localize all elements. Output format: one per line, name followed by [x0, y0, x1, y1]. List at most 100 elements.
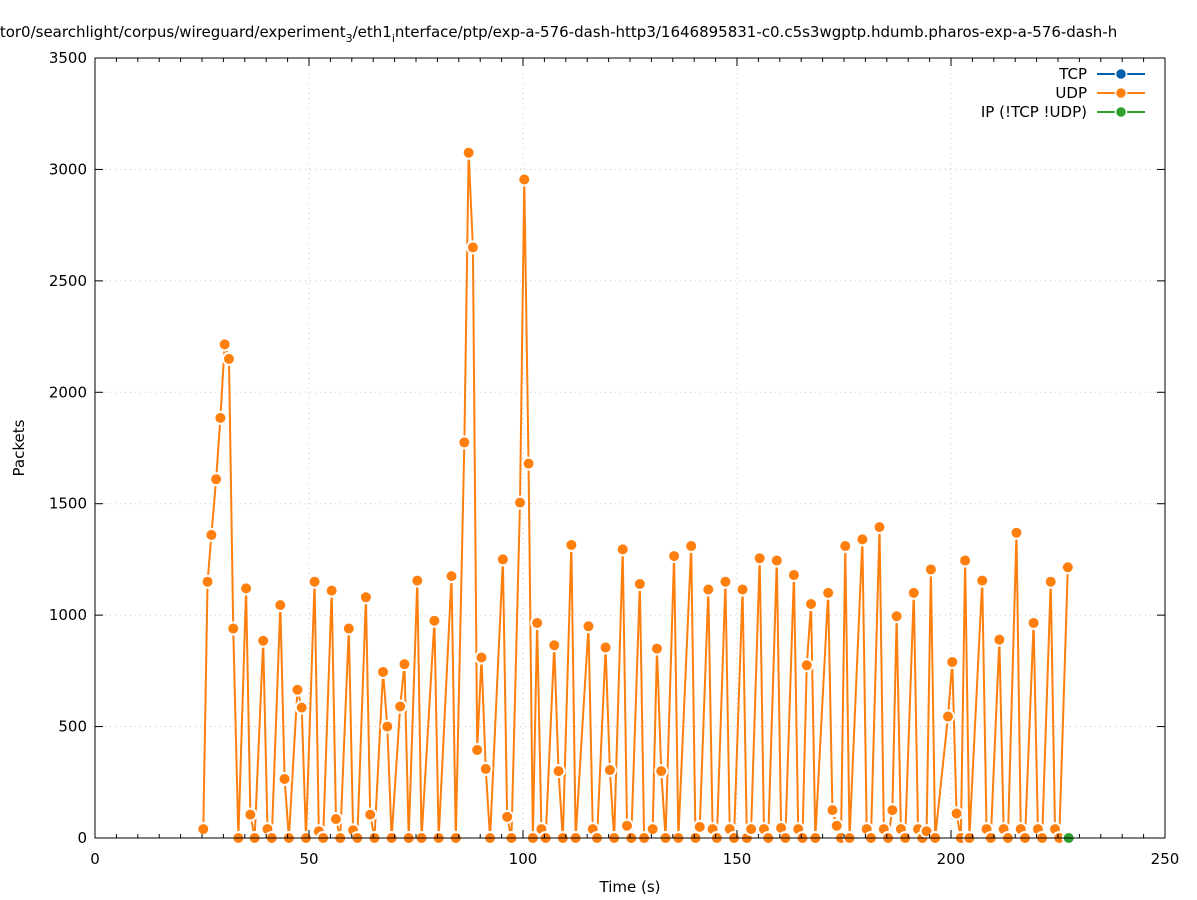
data-point: [602, 763, 617, 778]
chart-title: stor0/searchlight/corpus/wireguard/exper…: [0, 23, 1117, 45]
data-point: [277, 771, 292, 786]
series-line: [202, 151, 1069, 839]
series-layer: [196, 145, 1076, 845]
data-point: [513, 495, 527, 510]
data-point: [427, 613, 442, 628]
data-point: [684, 539, 699, 554]
data-point: [521, 456, 536, 471]
data-point: [200, 574, 215, 589]
x-tick-label: 150: [723, 850, 752, 868]
data-point: [226, 621, 241, 636]
data-point: [470, 742, 485, 757]
data-point: [620, 818, 634, 833]
data-point: [645, 822, 660, 837]
data-point: [632, 576, 647, 591]
data-point: [735, 582, 750, 597]
data-point: [410, 573, 425, 588]
data-point: [941, 709, 955, 724]
data-point: [649, 641, 664, 656]
data-point: [363, 807, 378, 822]
legend-label: TCP: [1058, 65, 1087, 83]
data-point: [825, 803, 840, 818]
data-point: [1060, 560, 1075, 575]
data-point: [889, 609, 904, 624]
data-point: [341, 621, 356, 636]
data-point: [500, 809, 515, 824]
data-point: [196, 822, 211, 837]
data-point: [380, 719, 395, 734]
data-point: [615, 542, 630, 557]
data-point: [328, 812, 343, 827]
data-point: [290, 682, 305, 697]
data-point: [1009, 525, 1024, 540]
data-point: [461, 145, 476, 160]
data-point: [239, 581, 254, 596]
data-point: [495, 552, 510, 567]
y-tick-label: 3500: [49, 49, 87, 67]
data-point: [204, 527, 219, 542]
data-point: [718, 574, 733, 589]
y-tick-label: 0: [77, 829, 87, 847]
x-tick-label: 0: [90, 850, 100, 868]
data-point: [958, 553, 973, 568]
data-point: [692, 819, 707, 834]
legend-label: IP (!TCP !UDP): [981, 103, 1087, 121]
data-point: [667, 549, 682, 564]
y-tick-label: 3000: [49, 160, 87, 178]
x-tick-label: 50: [299, 850, 318, 868]
data-point: [547, 638, 562, 653]
data-point: [945, 654, 960, 669]
data-point: [949, 806, 964, 821]
data-point: [1043, 574, 1058, 589]
grid: [95, 58, 1165, 838]
legend-marker: [1114, 105, 1128, 119]
data-point: [294, 700, 309, 715]
y-tick-label: 2000: [49, 383, 87, 401]
data-point: [821, 585, 836, 600]
data-point: [307, 574, 322, 589]
data-point: [769, 553, 784, 568]
plot-border: [94, 57, 1166, 839]
ticks: [94, 57, 1166, 839]
x-axis-title: Time (s): [599, 878, 661, 896]
x-tick-label: 100: [509, 850, 538, 868]
data-point: [564, 537, 579, 552]
data-point: [530, 615, 545, 630]
x-tick-label: 200: [937, 850, 966, 868]
data-point: [855, 532, 870, 547]
data-point: [444, 569, 459, 584]
data-point: [273, 598, 288, 613]
data-point: [829, 818, 844, 833]
data-point: [786, 568, 801, 583]
y-tick-label: 1500: [49, 495, 87, 513]
data-point: [872, 520, 887, 535]
data-point: [744, 822, 759, 837]
data-point: [217, 337, 232, 352]
data-point: [457, 435, 472, 450]
legend-label: UDP: [1055, 84, 1087, 102]
data-point: [838, 539, 853, 554]
data-point: [256, 633, 271, 648]
y-tick-label: 500: [58, 718, 87, 736]
data-point: [209, 472, 224, 487]
data-point: [804, 597, 819, 611]
y-tick-label: 1000: [49, 606, 87, 624]
data-point: [975, 573, 990, 588]
data-point: [324, 583, 339, 598]
data-point: [923, 562, 938, 577]
legend-marker: [1114, 86, 1128, 100]
data-point: [992, 632, 1007, 647]
data-point: [397, 657, 412, 672]
data-point: [885, 803, 900, 818]
data-point: [551, 764, 566, 779]
data-point: [474, 650, 489, 665]
y-tick-label: 2500: [49, 272, 87, 290]
legend-marker: [1114, 67, 1128, 81]
data-point: [799, 658, 814, 673]
y-axis-title: Packets: [10, 419, 28, 476]
data-point: [517, 172, 532, 187]
x-tick-label: 250: [1151, 850, 1180, 868]
series-udp: [196, 145, 1075, 845]
